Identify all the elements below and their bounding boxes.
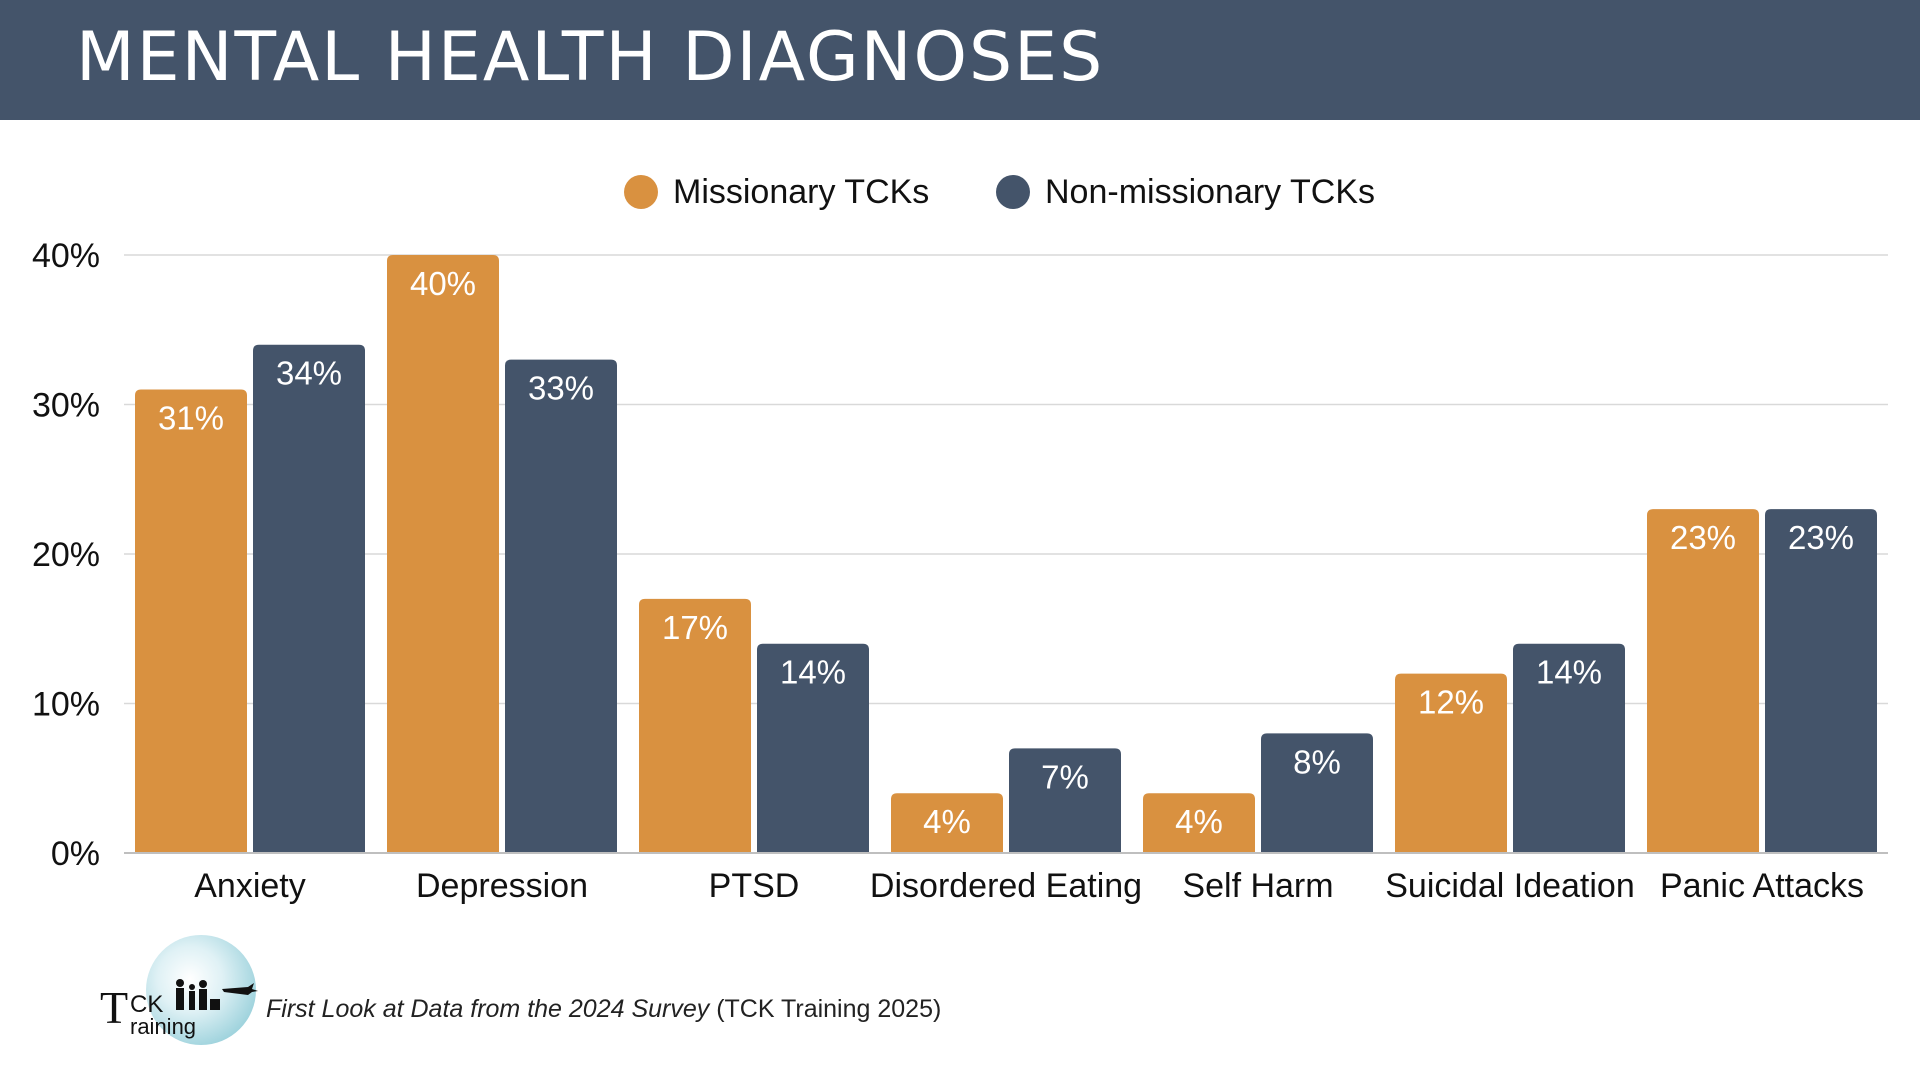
x-tick-label: Suicidal Ideation	[1385, 867, 1635, 905]
data-label: 23%	[1670, 519, 1736, 556]
data-label: 4%	[1175, 803, 1223, 840]
logo-letters-raining: raining	[130, 1014, 197, 1039]
data-label: 34%	[276, 355, 342, 392]
bar	[1513, 643, 1625, 853]
page-title: MENTAL HEALTH DIAGNOSES	[76, 18, 1105, 97]
data-label: 8%	[1293, 743, 1341, 780]
bar	[505, 359, 617, 853]
data-label: 4%	[923, 803, 971, 840]
bar	[1395, 673, 1507, 853]
legend-marker	[624, 175, 658, 209]
x-tick-label: Depression	[416, 867, 588, 905]
data-label: 17%	[662, 609, 728, 646]
citation-title: First Look at Data from the 2024 Survey	[266, 995, 710, 1023]
family-figures-icon	[176, 979, 258, 1010]
bar	[639, 598, 751, 853]
x-tick-label: PTSD	[709, 867, 800, 905]
footer: T CK raining First Look at Data from the…	[100, 935, 1000, 1055]
y-tick-label: 0%	[51, 835, 100, 873]
data-label: 40%	[410, 265, 476, 302]
x-tick-label: Disordered Eating	[870, 867, 1142, 905]
legend-marker	[996, 175, 1030, 209]
x-tick-label: Panic Attacks	[1660, 867, 1864, 905]
legend-label: Missionary TCKs	[673, 173, 929, 211]
data-label: 12%	[1418, 684, 1484, 721]
bar	[891, 793, 1003, 853]
bar	[1009, 748, 1121, 853]
data-label: 23%	[1788, 519, 1854, 556]
data-label: 7%	[1041, 758, 1089, 795]
data-label: 14%	[780, 654, 846, 691]
y-tick-label: 10%	[32, 686, 100, 724]
bar	[1647, 509, 1759, 853]
citation-source: (TCK Training 2025)	[709, 995, 942, 1023]
y-tick-label: 30%	[32, 387, 100, 425]
bar	[757, 643, 869, 853]
bar	[1143, 793, 1255, 853]
data-label: 33%	[528, 370, 594, 407]
data-label: 14%	[1536, 654, 1602, 691]
legend-label: Non-missionary TCKs	[1045, 173, 1375, 211]
x-tick-label: Self Harm	[1182, 867, 1333, 905]
logo-letter-t: T	[100, 982, 129, 1033]
y-tick-label: 20%	[32, 536, 100, 574]
bar	[387, 255, 499, 853]
logo-letters-ck: CK	[130, 991, 164, 1018]
header-bar: MENTAL HEALTH DIAGNOSES	[0, 0, 1920, 120]
x-tick-label: Anxiety	[194, 867, 306, 905]
bar	[1765, 509, 1877, 853]
data-label: 31%	[158, 400, 224, 437]
source-citation: First Look at Data from the 2024 Survey …	[266, 995, 941, 1024]
bar	[1261, 733, 1373, 853]
bar	[135, 389, 247, 853]
bar	[253, 344, 365, 853]
y-tick-label: 40%	[32, 237, 100, 275]
